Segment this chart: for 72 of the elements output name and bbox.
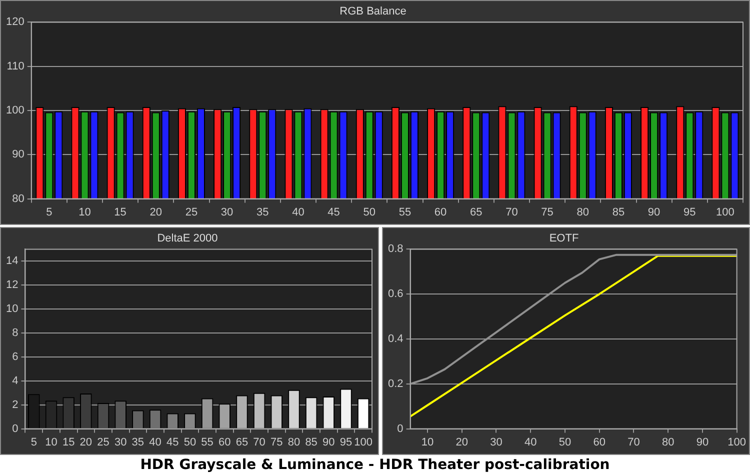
- x-tick-label: 15: [114, 206, 126, 218]
- x-tick-label: 75: [541, 206, 554, 218]
- y-tick-label: 12: [6, 279, 18, 292]
- chart-title: EOTF: [549, 232, 579, 245]
- x-tick-label: 10: [78, 206, 91, 218]
- y-tick-label: 90: [12, 148, 24, 161]
- x-tick-label: 95: [340, 436, 352, 448]
- x-tick-label: 100: [716, 206, 734, 218]
- y-tick-label: 120: [6, 16, 24, 28]
- x-tick-label: 25: [97, 436, 110, 448]
- x-tick-label: 90: [696, 436, 709, 448]
- x-tick-label: 10: [421, 436, 434, 448]
- x-tick-label: 60: [593, 436, 606, 448]
- x-tick-label: 75: [270, 436, 283, 448]
- x-tick-label: 60: [218, 436, 231, 448]
- y-tick-label: 110: [6, 60, 24, 72]
- x-tick-label: 85: [612, 206, 625, 218]
- y-tick-label: 10: [6, 303, 18, 316]
- x-tick-label: 30: [220, 206, 234, 218]
- x-tick-label: 5: [46, 206, 52, 218]
- x-tick-label: 45: [166, 436, 179, 448]
- y-tick-label: 8: [12, 327, 18, 340]
- x-tick-label: 55: [201, 436, 214, 448]
- y-tick-label: 0.6: [388, 288, 404, 300]
- x-tick-label: 30: [490, 436, 502, 448]
- x-tick-label: 50: [363, 206, 376, 218]
- x-tick-label: 80: [662, 436, 674, 448]
- x-tick-label: 85: [305, 436, 318, 448]
- x-tick-label: 70: [506, 206, 518, 218]
- x-tick-label: 5: [30, 436, 37, 448]
- x-tick-label: 65: [470, 206, 482, 218]
- x-tick-label: 35: [256, 206, 269, 218]
- x-tick-label: 40: [292, 206, 304, 218]
- x-tick-label: 100: [354, 436, 373, 448]
- x-tick-label: 45: [328, 206, 340, 218]
- x-tick-label: 15: [62, 436, 75, 448]
- x-tick-label: 90: [648, 206, 660, 218]
- x-tick-label: 60: [434, 206, 447, 218]
- y-tick-label: 2: [12, 398, 18, 411]
- text: HDR Grayscale & Luminance - HDR Theater post-calibration: [139, 456, 611, 475]
- x-tick-label: 35: [132, 436, 144, 448]
- y-tick-label: 0: [397, 422, 404, 435]
- x-tick-label: 20: [80, 436, 92, 448]
- x-tick-label: 50: [558, 436, 572, 448]
- x-tick-label: 95: [684, 206, 696, 218]
- x-tick-label: 40: [149, 436, 162, 448]
- x-tick-label: 25: [185, 206, 198, 218]
- x-tick-label: 40: [524, 436, 537, 448]
- y-tick-label: 80: [12, 192, 24, 205]
- x-tick-label: 10: [45, 436, 58, 448]
- x-tick-label: 55: [398, 206, 412, 218]
- x-tick-label: 20: [456, 436, 468, 448]
- x-tick-label: 70: [253, 436, 266, 448]
- x-tick-label: 70: [628, 436, 640, 448]
- y-tick-label: 4: [12, 374, 18, 387]
- x-tick-label: 90: [322, 436, 335, 448]
- chart-title: DeltaE 2000: [157, 232, 218, 245]
- y-tick-label: 14: [6, 255, 18, 268]
- chart-title: RGB Balance: [340, 6, 406, 18]
- x-tick-label: 50: [184, 436, 196, 448]
- y-tick-label: 0.4: [388, 333, 404, 346]
- x-tick-label: 30: [114, 436, 127, 448]
- y-tick-label: 0.2: [388, 378, 404, 390]
- y-tick-label: 0.8: [388, 243, 404, 256]
- y-tick-label: 0: [12, 422, 18, 435]
- x-tick-label: 20: [150, 206, 162, 218]
- x-tick-label: 100: [728, 436, 746, 448]
- x-tick-label: 65: [236, 436, 248, 448]
- x-tick-label: 80: [288, 436, 300, 448]
- y-tick-label: 100: [6, 104, 24, 117]
- x-tick-label: 80: [576, 206, 590, 218]
- y-tick-label: 6: [12, 350, 18, 363]
